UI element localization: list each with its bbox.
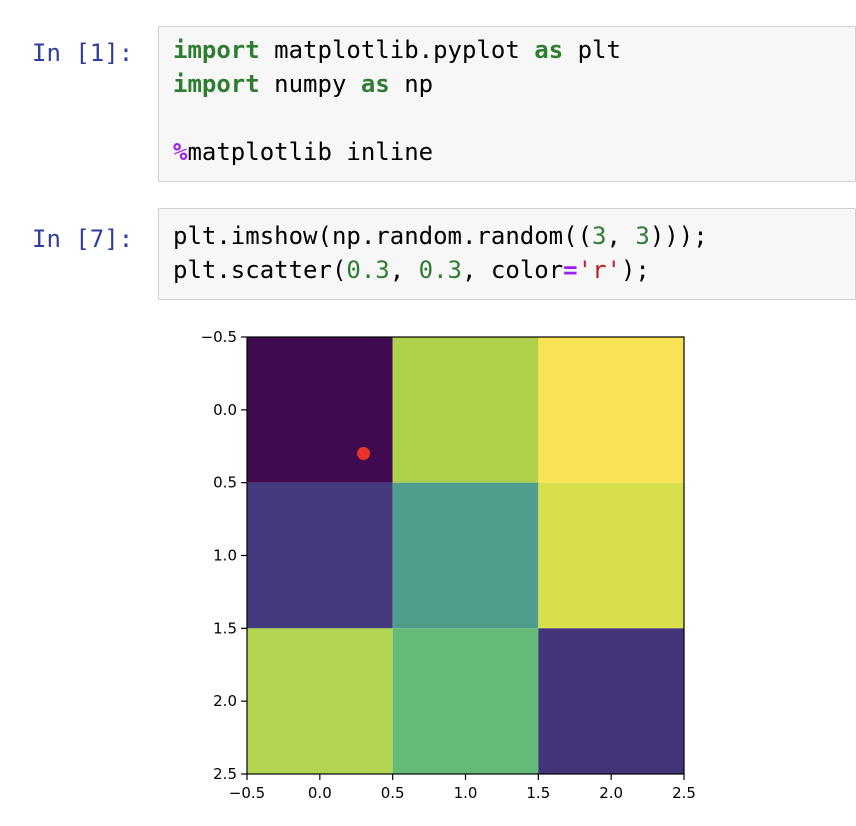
code-token: =: [563, 256, 578, 284]
y-tick-label: 0.5: [213, 474, 237, 492]
code-token: as: [534, 36, 564, 64]
cell-1-input[interactable]: import matplotlib.pyplot as plt import nu…: [158, 26, 856, 182]
cell-2-input[interactable]: plt.imshow(np.random.random((3, 3))); plt…: [158, 208, 856, 300]
code-line: import matplotlib.pyplot as plt: [173, 33, 855, 67]
heatmap-cell: [538, 337, 684, 483]
y-tick-label: −0.5: [201, 328, 237, 346]
code-token: matplotlib.pyplot: [259, 36, 535, 64]
y-tick-label: 1.5: [213, 619, 237, 637]
code-token: plt: [563, 36, 621, 64]
code-token: %: [173, 138, 188, 166]
y-tick-label: 0.0: [213, 401, 237, 419]
heatmap-cell: [538, 628, 684, 774]
code-token: 3: [635, 222, 650, 250]
cell-2-output: −0.5 −0.5 0.0 0.0 0.5 0.5 1.0 1.0 1.5 1.5 2.0 2.0 2.…: [170, 320, 710, 810]
heatmap-cell: [247, 628, 393, 774]
heatmap-cell: [392, 482, 539, 629]
x-tick-label: 2.0: [599, 784, 623, 802]
code-line: [173, 101, 855, 135]
code-token: numpy: [259, 70, 361, 98]
code-line: %matplotlib inline: [173, 135, 855, 169]
heatmap-cell: [247, 337, 393, 483]
code-token: matplotlib inline: [187, 138, 434, 166]
heatmap-cell: [392, 628, 539, 774]
code-line: plt.scatter(0.3, 0.3, color='r');: [173, 253, 855, 287]
code-token: np: [389, 70, 434, 98]
imshow-plot: −0.5 −0.5 0.0 0.0 0.5 0.5 1.0 1.0 1.5 1.5 2.0 2.0 2.…: [201, 328, 696, 802]
cell-2-prompt: In [7]:: [32, 225, 134, 253]
code-token: )));: [649, 222, 708, 250]
code-token: 'r': [577, 256, 621, 284]
heatmap-cell: [392, 337, 539, 483]
cell-1-prompt: In [1]:: [32, 39, 134, 67]
x-tick-label: 1.5: [526, 784, 550, 802]
code-line: import numpy as np: [173, 67, 855, 101]
code-token: 0.3: [418, 256, 463, 284]
code-token: import: [173, 70, 260, 98]
code-line: plt.imshow(np.random.random((3, 3)));: [173, 219, 855, 253]
code-token: );: [620, 256, 650, 284]
code-cell-1: In [1]: import matplotlib.pyplot as plt i…: [0, 26, 856, 186]
code-cell-2: In [7]: plt.imshow(np.random.random((3, …: [0, 208, 856, 304]
scatter-point: [357, 447, 371, 461]
y-tick-label: 2.5: [213, 765, 237, 783]
code-token: as: [360, 70, 390, 98]
code-token: 3: [592, 222, 607, 250]
code-token: import: [173, 36, 260, 64]
code-token: plt.scatter(: [173, 256, 347, 284]
code-token: plt.imshow(np.random.random((: [173, 222, 593, 250]
y-tick-label: 2.0: [213, 692, 237, 710]
x-tick-label: −0.5: [229, 784, 265, 802]
code-token: 0.3: [346, 256, 390, 284]
heatmap-cell: [538, 482, 684, 629]
code-token: , color: [462, 256, 564, 284]
code-token: ,: [389, 256, 419, 284]
y-tick-label: 1.0: [213, 547, 237, 565]
code-token: ,: [606, 222, 636, 250]
x-tick-label: 0.5: [381, 784, 405, 802]
x-tick-label: 0.0: [308, 784, 332, 802]
x-tick-label: 2.5: [672, 784, 696, 802]
heatmap-cell: [247, 482, 393, 629]
x-tick-label: 1.0: [454, 784, 478, 802]
